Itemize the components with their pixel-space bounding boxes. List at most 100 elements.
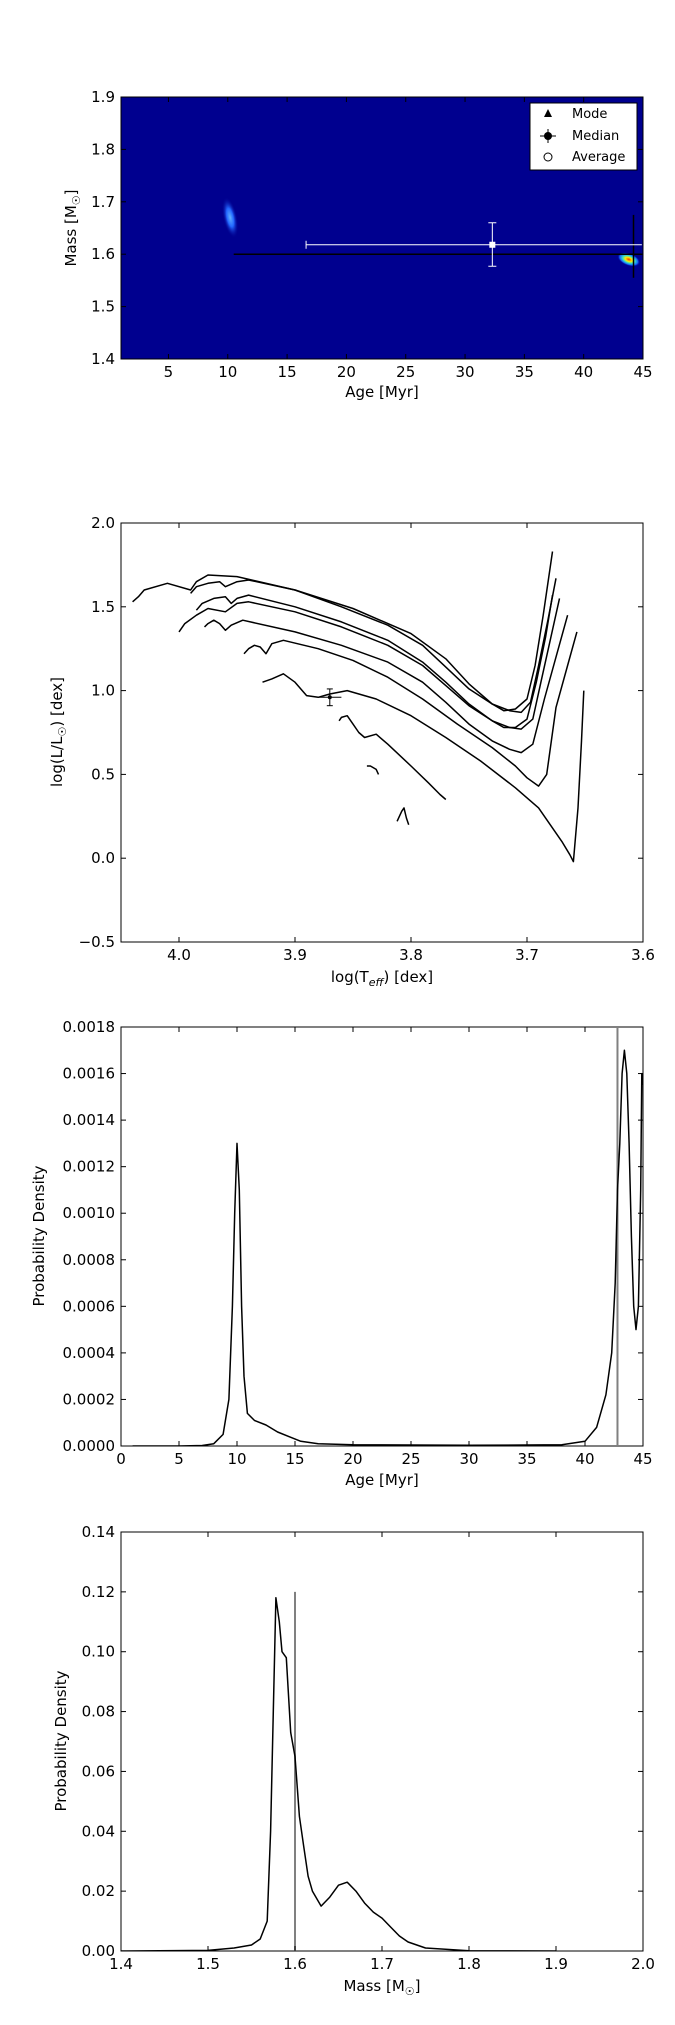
axis-ticks: 1.4 1.5 1.6 1.7 1.8 1.9 2.0 0.00 0.02 0.04 0.06 0.0… — [82, 1523, 655, 1973]
density-peak-young — [221, 196, 239, 239]
pdf-line — [132, 1049, 643, 1446]
x-tick-label: 30 — [459, 1450, 478, 1468]
x-tick-label: 3.7 — [515, 946, 539, 964]
isochrone-line — [243, 631, 578, 787]
y-tick-label: 0.0014 — [63, 1111, 116, 1129]
x-tick-label: 25 — [396, 363, 415, 381]
x-tick-label: 1.8 — [457, 1955, 481, 1973]
x-axis-label: Age [Myr] — [345, 1471, 418, 1489]
axis-ticks: 0 5 10 15 20 25 30 35 40 45 0.0000 0.0002 0.0004 0.00… — [63, 1018, 653, 1468]
x-tick-label: 1.9 — [544, 1955, 568, 1973]
isochrone-line — [195, 594, 561, 730]
x-axis-label: Age [Myr] — [345, 383, 418, 401]
x-tick-label: 1.5 — [196, 1955, 220, 1973]
x-tick-label: 30 — [455, 363, 474, 381]
isochrone-line — [132, 551, 554, 712]
axis-ticks: 4.0 3.9 3.8 3.7 3.6 −0.5 0.0 0.5 1.0 1.5 2.0 — [79, 514, 655, 964]
isochrone-line — [178, 594, 554, 729]
legend-median-marker — [540, 129, 556, 143]
y-tick-label: 0.0010 — [63, 1204, 116, 1222]
y-axis-label: Probability Density — [30, 1165, 48, 1306]
y-tick-label: 0.0 — [91, 849, 115, 867]
y-tick-label: 1.5 — [91, 298, 115, 316]
x-tick-label: 40 — [575, 1450, 594, 1468]
density-peak-old — [617, 252, 641, 267]
y-tick-label: 0.06 — [82, 1762, 115, 1780]
x-tick-label: 35 — [517, 1450, 536, 1468]
y-tick-label: 0.0012 — [63, 1158, 116, 1176]
y-tick-label: 0.0018 — [63, 1018, 116, 1036]
x-tick-label: 3.8 — [399, 946, 423, 964]
y-tick-label: 0.04 — [82, 1822, 115, 1840]
y-tick-label: 0.10 — [82, 1643, 115, 1661]
x-axis-label: Mass [M☉] — [343, 1977, 420, 1998]
legend-mode-label: Mode — [572, 107, 607, 122]
isochrone-tracks — [132, 551, 585, 863]
y-tick-label: 0.0008 — [63, 1251, 116, 1269]
panel-age-pdf: 0 5 10 15 20 25 30 35 40 45 0.0000 0.0002 0.0004 0.00… — [30, 1018, 653, 1489]
x-tick-label: 5 — [164, 363, 174, 381]
axis-ticks: 5 10 15 20 25 30 35 40 45 1.4 1.5 1.6 1.7 1.8 1.9 — [91, 88, 652, 381]
x-tick-label: 15 — [285, 1450, 304, 1468]
y-axis-label: Mass [M☉] — [62, 189, 83, 266]
plot-frame — [120, 522, 644, 943]
plot-frame — [120, 1026, 644, 1447]
y-tick-label: 1.8 — [91, 140, 115, 158]
observed-star — [318, 688, 342, 707]
y-tick-label: −0.5 — [79, 933, 115, 951]
y-axis-label: Probability Density — [52, 1670, 70, 1811]
y-tick-label: 0.00 — [82, 1942, 115, 1960]
plot-frame — [120, 96, 644, 360]
pdf-line — [121, 1597, 557, 1951]
legend-average-label: Average — [572, 150, 625, 165]
x-tick-label: 25 — [401, 1450, 420, 1468]
x-tick-label: 3.6 — [631, 946, 655, 964]
x-tick-label: 40 — [574, 363, 593, 381]
y-axis-label: log(L/L☉) [dex] — [48, 677, 69, 787]
x-tick-label: 35 — [515, 363, 534, 381]
y-tick-label: 1.0 — [91, 682, 115, 700]
x-tick-label: 0 — [116, 1450, 126, 1468]
x-tick-label: 5 — [174, 1450, 184, 1468]
heatmap-error-markers — [233, 214, 642, 278]
isochrone-line — [190, 578, 557, 714]
y-tick-label: 0.0016 — [63, 1065, 116, 1083]
heatmap-density — [221, 196, 641, 267]
panel-mass-pdf: 1.4 1.5 1.6 1.7 1.8 1.9 2.0 0.00 0.02 0.04 0.06 0.0… — [52, 1523, 655, 1998]
x-tick-label: 1.4 — [109, 1955, 133, 1973]
median-marker — [489, 241, 496, 248]
y-tick-label: 0.08 — [82, 1703, 115, 1721]
legend-average-marker — [543, 152, 553, 162]
y-tick-label: 1.5 — [91, 598, 115, 616]
y-tick-label: 0.02 — [82, 1882, 115, 1900]
x-axis-label: log(Teff) [dex] — [331, 968, 433, 989]
x-tick-label: 3.9 — [283, 946, 307, 964]
y-tick-label: 0.12 — [82, 1583, 115, 1601]
y-tick-label: 0.5 — [91, 765, 115, 783]
x-tick-label: 2.0 — [631, 1955, 655, 1973]
y-tick-label: 1.4 — [91, 350, 115, 368]
x-tick-label: 15 — [278, 363, 297, 381]
panel-age-mass-heatmap: 5 10 15 20 25 30 35 40 45 1.4 1.5 1.6 1.7 1.8 1.9 Age … — [62, 88, 653, 401]
y-tick-label: 0.0006 — [63, 1297, 116, 1315]
plot-frame — [120, 1531, 644, 1952]
y-tick-label: 2.0 — [91, 514, 115, 532]
age-pdf-curve — [132, 1027, 643, 1446]
panel-hr-diagram: 4.0 3.9 3.8 3.7 3.6 −0.5 0.0 0.5 1.0 1.5 2.0 log(T… — [48, 514, 655, 989]
legend-mode-marker — [544, 109, 552, 117]
x-tick-label: 10 — [227, 1450, 246, 1468]
x-tick-label: 1.6 — [283, 1955, 307, 1973]
isochrone-line — [396, 807, 410, 825]
y-tick-label: 0.0000 — [63, 1437, 116, 1455]
y-tick-label: 0.0002 — [63, 1390, 116, 1408]
legend: Mode Median Average — [529, 102, 638, 171]
isochrone-line — [366, 765, 380, 775]
x-tick-label: 20 — [337, 363, 356, 381]
x-tick-label: 4.0 — [167, 946, 191, 964]
y-tick-label: 1.9 — [91, 88, 115, 106]
y-tick-label: 0.0004 — [63, 1344, 116, 1362]
x-tick-label: 45 — [633, 1450, 652, 1468]
star-marker — [327, 695, 332, 700]
y-tick-label: 0.14 — [82, 1523, 115, 1541]
